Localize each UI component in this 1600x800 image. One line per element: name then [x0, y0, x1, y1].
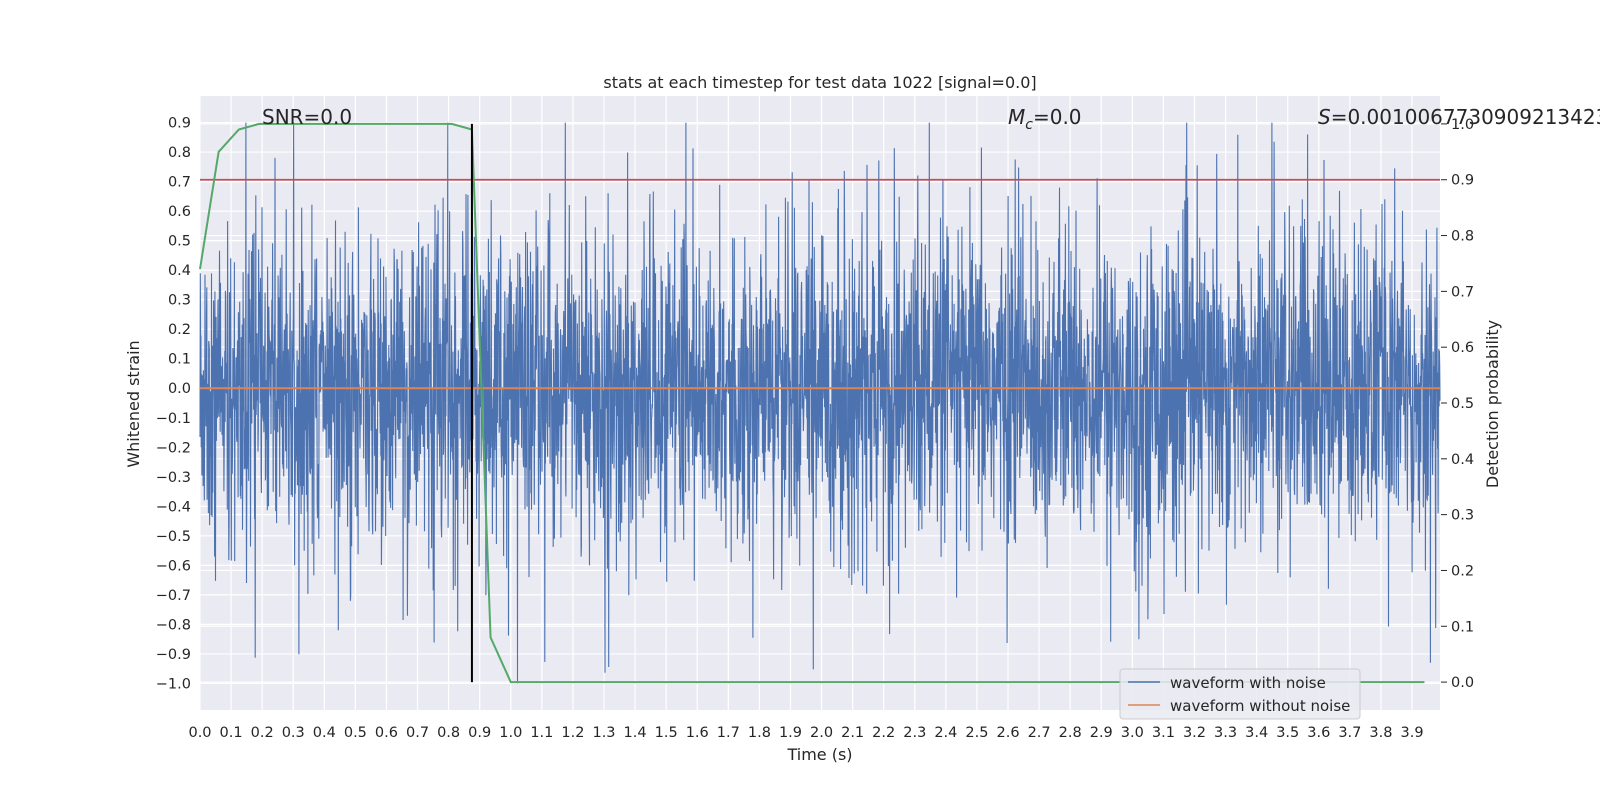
x-tick-label: 1.9 [779, 725, 802, 741]
y-tick-label-right: 0.9 [1451, 173, 1474, 189]
x-tick-label: 2.5 [965, 725, 988, 741]
y-tick-label-left: −0.5 [156, 529, 191, 545]
y-tick-label-right: 0.2 [1451, 563, 1474, 579]
y-tick-label-right: 0.1 [1451, 619, 1474, 635]
x-tick-label: 0.8 [437, 725, 460, 741]
x-tick-label: 0.0 [188, 725, 211, 741]
x-tick-label: 3.8 [1369, 725, 1392, 741]
x-tick-label: 2.2 [872, 725, 895, 741]
y-tick-label-left: 0.6 [168, 204, 191, 220]
x-tick-label: 3.2 [1183, 725, 1206, 741]
x-tick-label: 2.8 [1059, 725, 1082, 741]
x-tick-label: 1.8 [748, 725, 771, 741]
y-ticks-right: 1.0 0.9 0.8 0.7 0.6 0.5 0.4 0.3 0.2 0.1 0.0 [1441, 117, 1474, 691]
mc-annotation: Mc=0.0 [1008, 105, 1082, 133]
x-tick-label: 1.2 [561, 725, 584, 741]
y-tick-label-left: −0.9 [156, 647, 191, 663]
x-tick-label: 1.6 [686, 725, 709, 741]
x-tick-label: 3.7 [1338, 725, 1361, 741]
x-tick-label: 1.0 [499, 725, 522, 741]
x-tick-label: 3.6 [1307, 725, 1330, 741]
x-axis-label: Time (s) [786, 745, 852, 764]
y-tick-label-left: −1.0 [156, 676, 191, 692]
x-tick-label: 3.4 [1245, 725, 1268, 741]
mc-subscript: c [1025, 117, 1033, 133]
x-tick-label: 0.7 [406, 725, 429, 741]
y-tick-label-left: −0.8 [156, 617, 191, 633]
mc-symbol: M [1008, 105, 1025, 129]
y-ticks-left: 0.9 0.8 0.7 0.6 0.5 0.4 0.3 0.2 0.1 0.0 −0.1 −0.2 −0… [156, 116, 191, 693]
legend-label-noise: waveform with noise [1170, 674, 1326, 692]
legend-box [1119, 668, 1361, 720]
chart-title: stats at each timestep for test data 102… [603, 73, 1036, 92]
y-tick-label-left: 0.8 [168, 145, 191, 161]
noise-waveform-group [199, 122, 1441, 684]
x-tick-label: 2.7 [1028, 725, 1051, 741]
x-tick-label: 0.2 [251, 725, 274, 741]
x-tick-label: 0.9 [468, 725, 491, 741]
x-tick-label: 1.4 [624, 725, 647, 741]
y-tick-label-left: −0.4 [156, 499, 191, 515]
x-tick-label: 0.5 [344, 725, 367, 741]
y-tick-label-left: 0.2 [168, 322, 191, 338]
x-tick-label: 0.3 [282, 725, 305, 741]
legend-label-clean: waveform without noise [1170, 697, 1350, 715]
x-tick-label: 2.1 [841, 725, 864, 741]
x-ticks: 0.0 0.1 0.2 0.3 0.4 0.5 0.6 0.7 0.8 0.9 1.0 1.1 1.2 1… [188, 725, 1423, 741]
x-tick-label: 2.9 [1090, 725, 1113, 741]
y-tick-label-left: 0.4 [168, 263, 191, 279]
y-tick-label-left: 0.0 [168, 381, 191, 397]
x-tick-label: 0.6 [375, 725, 398, 741]
x-tick-label: 1.7 [717, 725, 740, 741]
x-tick-label: 3.1 [1152, 725, 1175, 741]
y-tick-label-right: 0.5 [1451, 396, 1474, 412]
y-tick-label-right: 1.0 [1451, 117, 1474, 133]
y-axis-label-left: Whitened strain [124, 340, 143, 467]
x-tick-label: 1.1 [530, 725, 553, 741]
y-tick-label-left: 0.1 [168, 352, 191, 368]
x-tick-label: 3.5 [1276, 725, 1299, 741]
y-tick-label-left: −0.7 [156, 588, 191, 604]
x-tick-label: 2.3 [903, 725, 926, 741]
y-tick-label-left: −0.2 [156, 440, 191, 456]
x-tick-label: 1.3 [592, 725, 615, 741]
snr-annotation: SNR=0.0 [262, 105, 352, 129]
x-tick-label: 2.0 [810, 725, 833, 741]
y-tick-label-right: 0.7 [1451, 284, 1474, 300]
x-tick-label: 2.6 [996, 725, 1019, 741]
series-waveform-with-noise [199, 122, 1441, 684]
marks-group [199, 122, 1440, 684]
x-tick-label: 2.4 [934, 725, 957, 741]
x-tick-label: 3.9 [1400, 725, 1423, 741]
y-tick-label-right: 0.6 [1451, 340, 1474, 356]
x-tick-label: 3.3 [1214, 725, 1237, 741]
legend: waveform with noise waveform without noi… [1119, 668, 1361, 720]
series-detection-probability [199, 122, 1425, 684]
mc-value: =0.0 [1033, 105, 1082, 129]
y-tick-label-left: 0.9 [168, 116, 191, 132]
y-tick-label-left: 0.3 [168, 293, 191, 309]
y-tick-label-left: −0.3 [156, 470, 191, 486]
s-value: =0.0010067730909213423 [1331, 105, 1600, 129]
y-tick-label-left: 0.7 [168, 175, 191, 191]
x-tick-label: 0.1 [220, 725, 243, 741]
y-tick-label-right: 0.0 [1451, 675, 1474, 691]
x-tick-label: 0.4 [313, 725, 336, 741]
y-tick-label-right: 0.8 [1451, 229, 1474, 245]
s-annotation: S=0.0010067730909213423 [1318, 105, 1600, 129]
x-tick-label: 3.0 [1121, 725, 1144, 741]
y-tick-label-right: 0.3 [1451, 508, 1474, 524]
y-tick-label-left: 0.5 [168, 234, 191, 250]
x-tick-label: 1.5 [655, 725, 678, 741]
y-tick-label-right: 0.4 [1451, 452, 1474, 468]
y-tick-label-left: −0.6 [156, 558, 191, 574]
y-axis-label-right: Detection probability [1483, 320, 1502, 488]
y-tick-label-left: −0.1 [156, 411, 191, 427]
s-symbol: S [1318, 105, 1331, 129]
